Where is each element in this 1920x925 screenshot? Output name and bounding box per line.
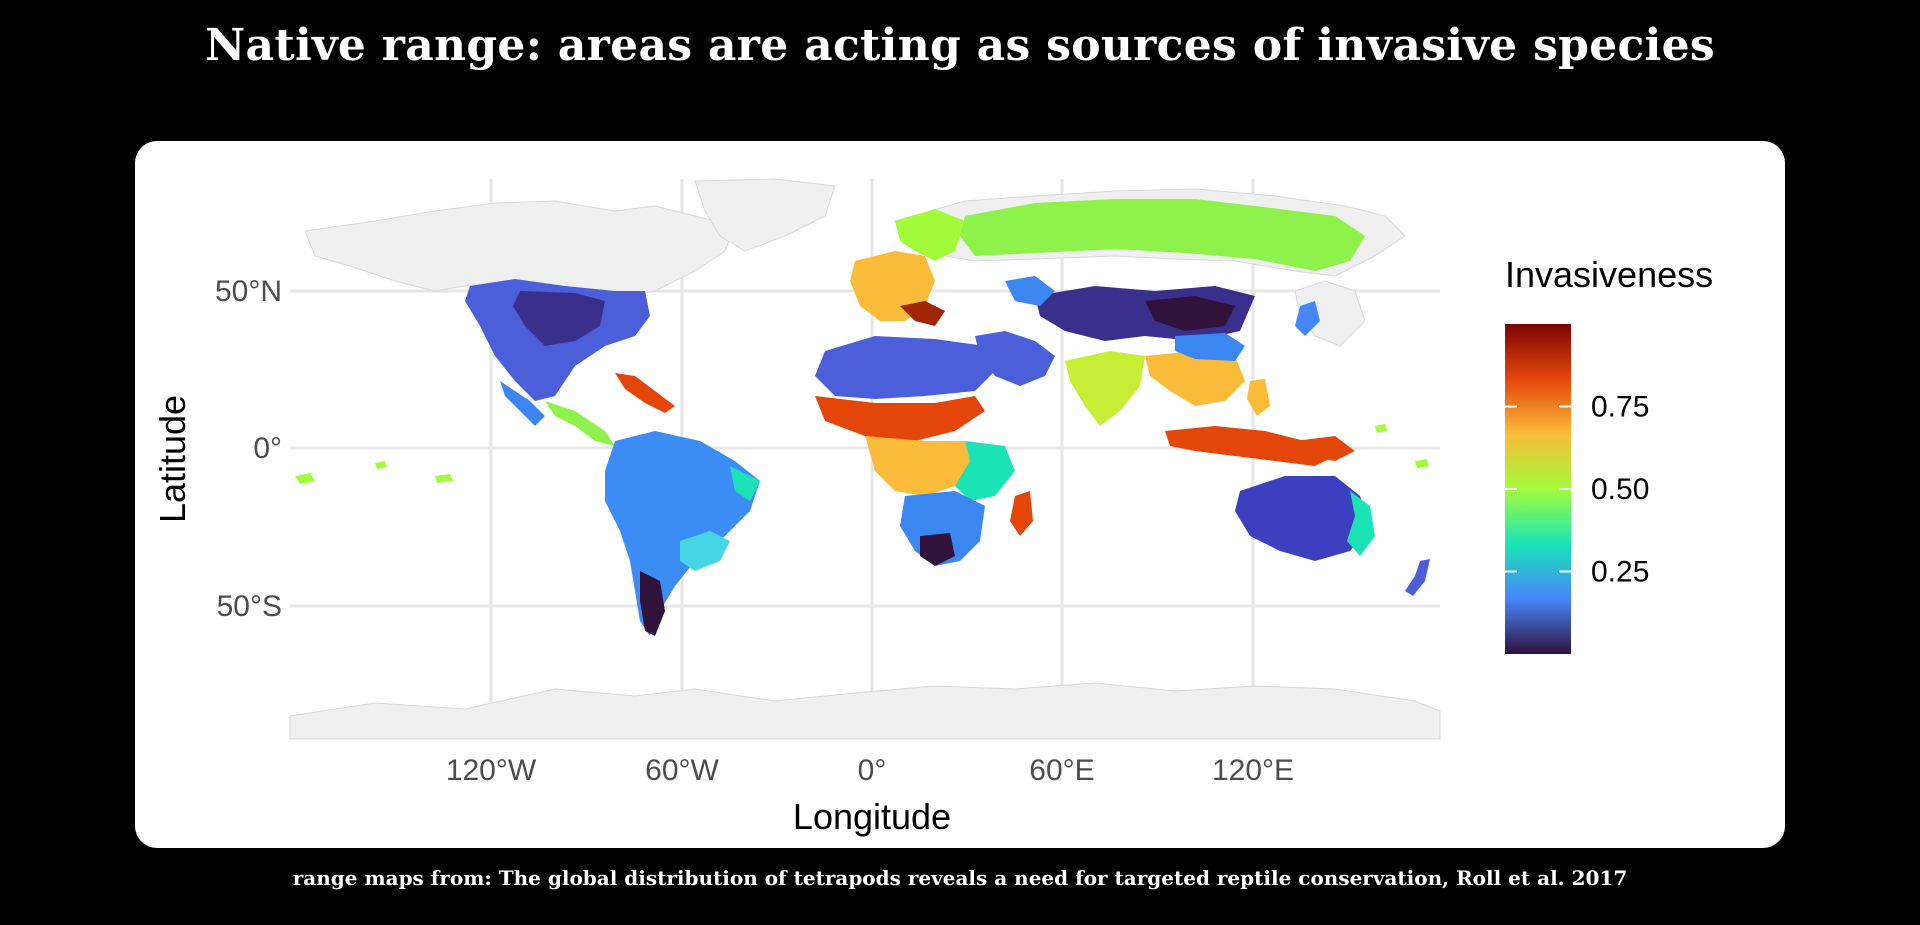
land-greenland [694, 178, 836, 252]
region-sahel [815, 396, 985, 441]
land-north-america [304, 200, 736, 302]
region-central-africa [865, 436, 975, 496]
legend-ticks: 0.75 0.50 0.25 [1505, 391, 1649, 589]
region-mexico [500, 381, 545, 426]
region-brazil-coast [730, 466, 760, 501]
land-antarctica [289, 682, 1441, 740]
slide-title: Native range: areas are acting as source… [205, 20, 1715, 71]
region-scandinavia [895, 209, 965, 261]
world-map-svg: 50°N 0° 50°S 120°W 60°W 0° 60°E 120°E Lo… [152, 178, 1713, 837]
region-central-america [545, 401, 615, 446]
region-china-south [1175, 333, 1245, 361]
map-panel: 50°N 0° 50°S 120°W 60°W 0° 60°E 120°E Lo… [135, 141, 1785, 848]
region-patagonia [640, 571, 665, 636]
region-russia [960, 199, 1365, 271]
region-new-zealand [1405, 559, 1430, 596]
x-axis-title: Longitude [793, 796, 951, 837]
y-tick-0: 0° [253, 432, 282, 465]
legend-title: Invasiveness [1505, 254, 1713, 295]
x-tick-120e: 120°E [1212, 754, 1294, 787]
y-tick-50n: 50°N [215, 275, 282, 308]
region-mongolia [1145, 296, 1235, 331]
x-tick-60w: 60°W [645, 754, 719, 787]
region-mediterranean [900, 301, 945, 326]
region-australia [1235, 476, 1370, 561]
region-middle-east [975, 331, 1055, 386]
region-east-africa [955, 441, 1015, 501]
legend-label: 0.50 [1591, 473, 1649, 506]
region-south-america-coast [680, 531, 730, 571]
region-southern-africa-tip [920, 533, 955, 566]
y-axis-title: Latitude [152, 395, 193, 523]
y-tick-50s: 50°S [217, 590, 282, 623]
region-australia-east [1347, 491, 1375, 556]
x-tick-0: 0° [858, 754, 887, 787]
region-southeast-asia [1145, 351, 1245, 406]
region-new-guinea [1295, 436, 1355, 461]
region-japan [1295, 301, 1320, 336]
region-caribbean [615, 373, 675, 413]
x-tick-120w: 120°W [446, 754, 537, 787]
region-madagascar [1010, 491, 1033, 536]
region-india [1065, 351, 1145, 426]
x-tick-60e: 60°E [1029, 754, 1094, 787]
legend-label: 0.25 [1591, 556, 1649, 589]
region-caspian [1005, 276, 1055, 306]
invasiveness-regions [295, 199, 1430, 636]
region-philippines [1247, 379, 1270, 416]
region-north-america-interior [513, 291, 605, 346]
region-indonesia [1165, 426, 1335, 466]
source-caption: range maps from: The global distribution… [292, 866, 1628, 890]
legend-label: 0.75 [1591, 391, 1649, 424]
region-sahara [815, 336, 995, 399]
